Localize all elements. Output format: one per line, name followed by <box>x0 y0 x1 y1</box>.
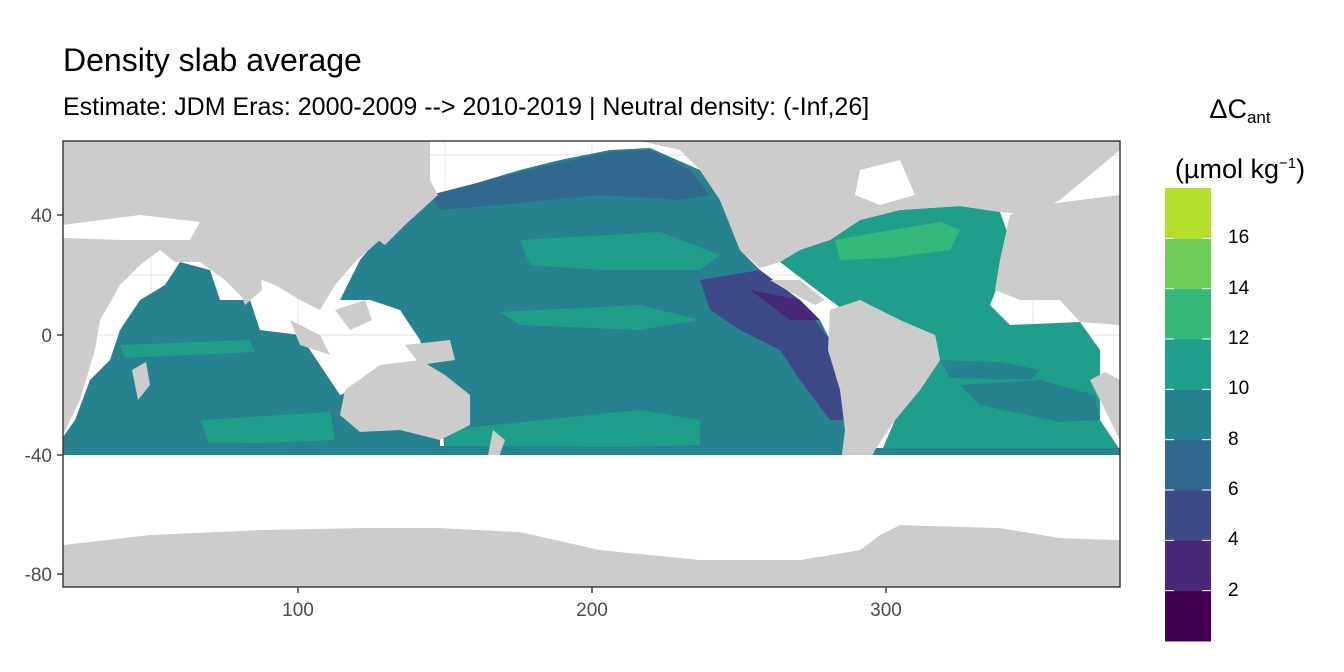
legend-units-sup: −1 <box>1278 155 1297 172</box>
legend-swatch <box>1165 490 1211 541</box>
legend-break-label: 4 <box>1228 529 1239 551</box>
legend-ticks <box>1165 237 1211 592</box>
land-central-america <box>770 280 825 305</box>
land-sumatra <box>290 320 330 355</box>
no-data-southern <box>63 455 1120 560</box>
x-tick-label: 300 <box>870 600 902 621</box>
legend-swatch <box>1165 439 1211 491</box>
pacific-green-south <box>445 410 700 452</box>
legend-break-label: 12 <box>1228 328 1250 349</box>
legend-colorbar <box>1165 188 1211 642</box>
land-africa-south-right <box>1090 372 1120 440</box>
land-japan <box>375 180 438 245</box>
plot-title: Density slab average <box>63 42 362 78</box>
y-tick-label: -80 <box>25 565 52 586</box>
legend-break-label: 2 <box>1228 579 1239 601</box>
y-tick-label: -40 <box>25 446 52 467</box>
land-greenland <box>930 141 1060 180</box>
land-india <box>230 262 262 305</box>
east-pacific-low <box>700 270 855 420</box>
legend-swatch <box>1165 288 1211 340</box>
legend-swatch <box>1165 339 1211 390</box>
land-africa-right <box>995 195 1120 325</box>
no-data-hudson <box>855 160 915 205</box>
legend-title-main: ΔC <box>1209 94 1247 124</box>
legend-break-label: 16 <box>1228 227 1250 249</box>
x-tick-label: 200 <box>576 600 608 621</box>
y-tick-label: 40 <box>31 206 52 227</box>
axis-ticks <box>57 214 887 593</box>
indian-equatorial-band <box>120 340 255 358</box>
legend-swatch <box>1165 389 1211 441</box>
land-antarctica <box>63 525 1120 587</box>
no-data-areas <box>63 160 1120 560</box>
east-pacific-min <box>750 290 820 320</box>
north-pacific-band <box>430 150 710 210</box>
south-atlantic-band2 <box>940 360 1040 380</box>
legend-break-label: 6 <box>1228 479 1239 500</box>
ocean-field <box>63 148 1120 455</box>
legend-title-sub: ant <box>1246 108 1271 127</box>
land-nz <box>488 430 505 460</box>
indian-green-strip <box>200 412 335 445</box>
north-atlantic-gyre <box>835 222 960 260</box>
south-atlantic-band <box>960 380 1100 422</box>
legend-units-post: ) <box>1296 154 1306 184</box>
y-tick-label: 0 <box>41 326 52 347</box>
land-south-america <box>828 300 940 500</box>
legend-swatch <box>1165 590 1211 642</box>
pacific-ocean <box>340 148 855 455</box>
land-borneo <box>335 300 372 330</box>
legend-units-pre: (µmol kg <box>1174 154 1279 184</box>
land-newguinea <box>405 340 455 365</box>
legend-break-label: 10 <box>1228 378 1250 400</box>
pacific-equatorial-band <box>500 305 700 330</box>
no-data-mediterranean <box>63 215 200 240</box>
land-madagascar <box>132 362 150 400</box>
land-australia <box>340 360 470 440</box>
legend-swatch <box>1165 238 1211 290</box>
x-tick-label: 100 <box>282 600 314 621</box>
legend-swatch <box>1165 188 1211 239</box>
legend-break-label: 14 <box>1228 277 1250 299</box>
pacific-tropical-band-n <box>520 232 720 270</box>
legend-swatch <box>1165 540 1211 592</box>
plot-subtitle: Estimate: JDM Eras: 2000-2009 --> 2010-2… <box>63 93 870 121</box>
legend-title: ΔCant (µmol kg−1) <box>1150 86 1330 192</box>
legend-break-label: 8 <box>1228 428 1239 450</box>
